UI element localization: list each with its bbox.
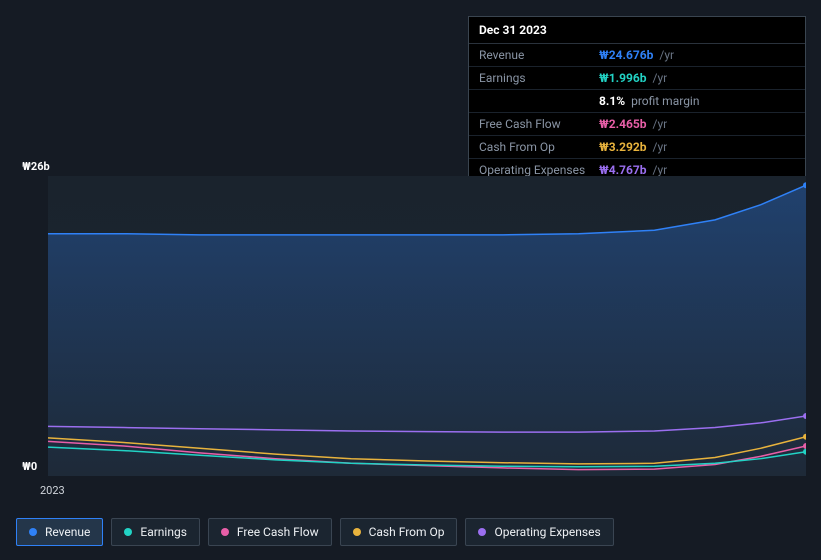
- tooltip-row: 8.1% profit margin: [469, 90, 805, 113]
- tooltip-row-value: ₩2.465b /yr: [599, 117, 667, 131]
- tooltip-row-label: Earnings: [479, 71, 599, 85]
- legend-dot-icon: [353, 528, 361, 536]
- tooltip-row: Free Cash Flow₩2.465b /yr: [469, 113, 805, 136]
- legend-item-revenue[interactable]: Revenue: [16, 518, 103, 546]
- legend-item-cash-from-op[interactable]: Cash From Op: [340, 518, 458, 546]
- tooltip-row-value: ₩24.676b /yr: [599, 48, 674, 62]
- y-axis-max-label: ₩26b: [22, 160, 50, 173]
- x-axis-label-0: 2023: [40, 484, 65, 497]
- legend-label: Operating Expenses: [494, 525, 600, 539]
- chart-tooltip: Dec 31 2023 Revenue₩24.676b /yrEarnings₩…: [468, 16, 806, 182]
- legend-label: Cash From Op: [369, 525, 445, 539]
- legend-dot-icon: [29, 528, 37, 536]
- tooltip-row: Earnings₩1.996b /yr: [469, 67, 805, 90]
- tooltip-row-value: 8.1% profit margin: [599, 94, 699, 108]
- tooltip-row-value: ₩3.292b /yr: [599, 140, 667, 154]
- legend-item-operating-expenses[interactable]: Operating Expenses: [465, 518, 613, 546]
- chart-legend: Revenue Earnings Free Cash Flow Cash From O…: [16, 518, 614, 546]
- tooltip-row-label: Free Cash Flow: [479, 117, 599, 131]
- tooltip-row: Cash From Op₩3.292b /yr: [469, 136, 805, 159]
- legend-dot-icon: [221, 528, 229, 536]
- legend-item-earnings[interactable]: Earnings: [111, 518, 200, 546]
- legend-label: Earnings: [140, 525, 187, 539]
- legend-label: Free Cash Flow: [237, 525, 319, 539]
- legend-dot-icon: [124, 528, 132, 536]
- chart-area: ₩26b ₩0 2023: [16, 160, 806, 480]
- legend-item-free-cash-flow[interactable]: Free Cash Flow: [208, 518, 332, 546]
- tooltip-row-label: Cash From Op: [479, 140, 599, 154]
- tooltip-date: Dec 31 2023: [469, 17, 805, 44]
- y-axis-min-label: ₩0: [22, 460, 37, 473]
- legend-dot-icon: [478, 528, 486, 536]
- tooltip-row: Revenue₩24.676b /yr: [469, 44, 805, 67]
- chart-plot[interactable]: [48, 176, 806, 476]
- tooltip-row-value: ₩1.996b /yr: [599, 71, 667, 85]
- legend-label: Revenue: [45, 525, 90, 539]
- series-area-revenue: [48, 185, 806, 476]
- tooltip-row-label: Revenue: [479, 48, 599, 62]
